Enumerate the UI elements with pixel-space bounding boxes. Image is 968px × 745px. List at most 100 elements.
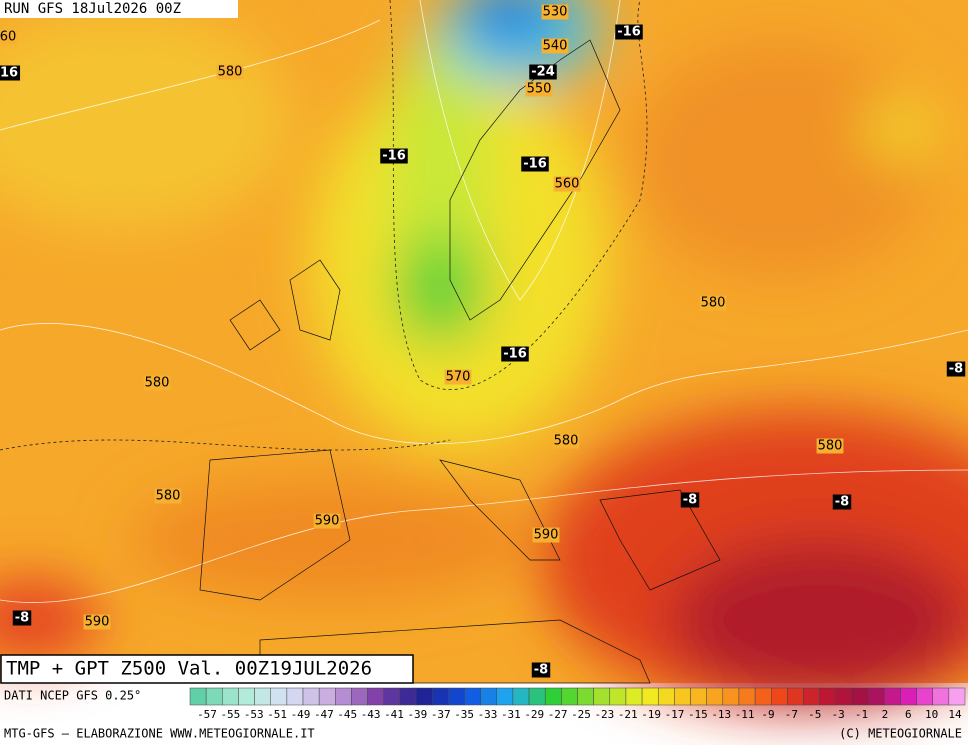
colorbar-label: -53 (244, 708, 264, 721)
label-bg (143, 375, 171, 391)
colorbar-label: -45 (337, 708, 357, 721)
label-bg (832, 494, 852, 510)
colorbar-swatch (318, 687, 336, 706)
colorbar-swatch (544, 687, 562, 706)
colorbar-swatch (367, 687, 384, 706)
colorbar-swatch (900, 687, 917, 706)
colorbar-swatch (528, 687, 546, 706)
label-bg (154, 488, 182, 504)
contour-label: 580 (218, 65, 243, 80)
footer-right: (C) METEOGIORNALE (839, 727, 962, 741)
colorbar-label: -11 (735, 708, 755, 721)
colorbar-swatch (722, 687, 740, 706)
label-bg (0, 29, 18, 45)
colorbar-label: -5 (808, 708, 821, 721)
colorbar-swatch (577, 687, 594, 706)
colorbar-label: -9 (761, 708, 774, 721)
contour-label: 560 (555, 177, 580, 192)
colorbar-swatch (690, 687, 707, 706)
colorbar-label: -15 (688, 708, 708, 721)
colorbar-swatch (480, 687, 498, 706)
colorbar-swatch (787, 687, 804, 706)
colorbar-label: -51 (267, 708, 287, 721)
colorbar-label: -41 (384, 708, 404, 721)
label-bg (541, 38, 569, 54)
colorbar-label: -7 (785, 708, 798, 721)
label-bg (553, 176, 581, 192)
label-bg (0, 65, 21, 81)
colorbar-swatch (593, 687, 611, 706)
label-bg (525, 81, 553, 97)
colorbar-label: -17 (665, 708, 685, 721)
label-bg (531, 662, 551, 678)
colorbar-label: -37 (431, 708, 451, 721)
colorbar-swatch (738, 687, 756, 706)
contour-label: 590 (534, 528, 559, 543)
map-title: TMP + GPT Z500 Val. 00Z19JUL2026 (6, 658, 372, 680)
temp-label: -16 (382, 149, 406, 164)
temp-label: -8 (835, 495, 849, 510)
colorbar-label: -39 (407, 708, 427, 721)
contour-label: 60 (0, 30, 16, 45)
footer-left: MTG-GFS – ELABORAZIONE WWW.METEOGIORNALE… (4, 727, 315, 741)
temp-label: -16 (617, 25, 641, 40)
colorbar-swatch (496, 687, 514, 706)
temp-label: -8 (534, 663, 548, 678)
colorbar-label: 14 (948, 708, 962, 721)
label-bg (552, 433, 580, 449)
run-header: RUN GFS 18Jul2026 00Z (4, 1, 181, 17)
temp-label: -8 (683, 493, 697, 508)
label-bg (216, 64, 244, 80)
contour-label: 530 (543, 5, 568, 20)
colorbar-swatch (431, 687, 449, 706)
colorbar-swatch (270, 687, 288, 706)
colorbar-label: -23 (594, 708, 614, 721)
colorbar-swatch (641, 687, 659, 706)
contour-label: 590 (315, 514, 340, 529)
label-bg (699, 295, 727, 311)
label-bg (816, 438, 844, 454)
colorbar-label: -13 (711, 708, 731, 721)
label-bg (12, 610, 32, 626)
contour-label: 580 (145, 376, 170, 391)
contour-label: 580 (701, 296, 726, 311)
colorbar-swatch (561, 687, 578, 706)
colorbar-swatch (771, 687, 788, 706)
label-bg (444, 369, 472, 385)
temp-label: -8 (949, 362, 963, 377)
colorbar-swatch (948, 687, 966, 706)
label-bg (83, 614, 111, 630)
temp-label: -16 (523, 157, 547, 172)
colorbar-swatch (819, 687, 837, 706)
label-bg (380, 148, 408, 164)
label-bg (615, 24, 643, 40)
colorbar: -57 -55 -53 -51 -49 -47 -45 -43 -41 -39 -37 -35 -33-… (189, 687, 966, 721)
colorbar-label: -35 (454, 708, 474, 721)
contour-label: 590 (85, 615, 110, 630)
colorbar-swatch (448, 687, 465, 706)
label-bg (313, 513, 341, 529)
colorbar-swatch (383, 687, 401, 706)
colorbar-swatch (867, 687, 885, 706)
colorbar-label: -49 (291, 708, 311, 721)
colorbar-swatch (302, 687, 320, 706)
colorbar-label: 10 (925, 708, 938, 721)
map (0, 0, 968, 710)
colorbar-label: -29 (524, 708, 544, 721)
contour-label: 540 (543, 39, 568, 54)
colorbar-swatch (706, 687, 724, 706)
colorbar-swatch (222, 687, 239, 706)
colorbar-label: 6 (905, 708, 912, 721)
contour-label: 580 (156, 489, 181, 504)
colorbar-label: 2 (882, 708, 889, 721)
colorbar-label: -1 (855, 708, 868, 721)
colorbar-swatch (189, 687, 207, 706)
contour-label: 550 (527, 82, 552, 97)
colorbar-swatch (415, 687, 433, 706)
colorbar-label: -21 (618, 708, 638, 721)
colorbar-label: -25 (571, 708, 591, 721)
colorbar-swatch (464, 687, 481, 706)
colorbar-swatch (205, 687, 223, 706)
colorbar-swatch (835, 687, 853, 706)
